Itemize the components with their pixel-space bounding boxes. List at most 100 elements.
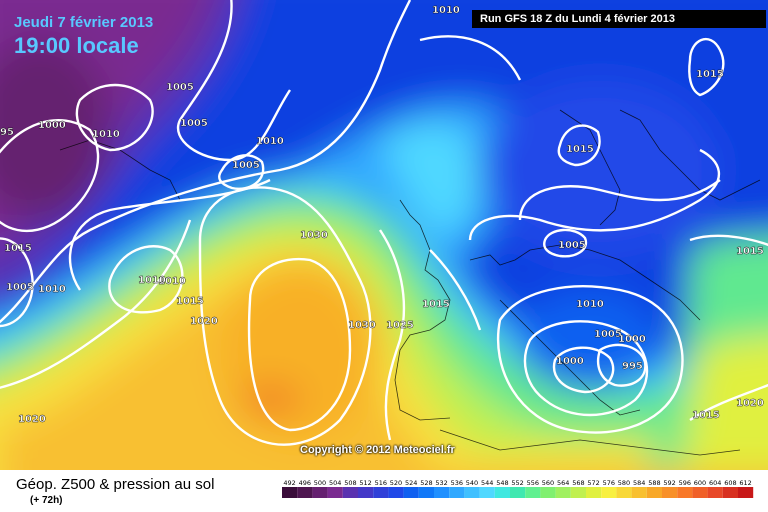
legend-value-label: 528: [420, 479, 432, 487]
map-title: Géop. Z500 & pression au sol: [16, 476, 215, 493]
legend-value-label: 608: [724, 479, 736, 487]
forecast-date: Jeudi 7 février 2013: [14, 14, 154, 31]
legend-swatch: [479, 487, 495, 498]
legend-swatch: [586, 487, 602, 498]
legend-value-label: 592: [663, 479, 675, 487]
coastlines: [59, 109, 761, 456]
legend-swatch: [510, 487, 526, 498]
isobar-label: 1030: [300, 230, 328, 241]
legend-value-label: 508: [344, 479, 356, 487]
isobar-label: 1015: [4, 243, 32, 254]
legend-swatch: [282, 487, 298, 498]
legend-swatch: [646, 487, 662, 498]
isobar-label: 1020: [190, 316, 218, 327]
legend-value-label: 564: [557, 479, 569, 487]
legend-value-label: 532: [435, 479, 447, 487]
legend-value-label: 560: [542, 479, 554, 487]
isobar-lines: [0, 0, 768, 445]
legend-value-label: 540: [466, 479, 478, 487]
legend-swatch: [570, 487, 586, 498]
legend-swatch: [464, 487, 480, 498]
isobar-label: 1010: [432, 5, 460, 16]
legend-value-label: 492: [283, 479, 295, 487]
legend-value-label: 548: [496, 479, 508, 487]
isobar-label: 1000: [618, 334, 646, 345]
legend-swatch: [601, 487, 617, 498]
legend-swatch: [327, 487, 343, 498]
legend-value-label: 500: [314, 479, 326, 487]
legend-value-label: 612: [739, 479, 751, 487]
legend-swatch: [722, 487, 738, 498]
legend-value-label: 604: [709, 479, 721, 487]
isobar-label: 95: [0, 127, 14, 138]
legend-swatch: [662, 487, 678, 498]
isobar-label: 1015: [736, 246, 764, 257]
legend-swatch: [525, 487, 541, 498]
isobar-label: 1000: [38, 120, 66, 131]
isobar-label: 1005: [180, 118, 208, 129]
copyright-text: Copyright © 2012 Meteociel.fr: [300, 444, 455, 456]
legend-value-label: 504: [329, 479, 341, 487]
isobar-label: 1015: [692, 410, 720, 421]
isobar-labels: 1010 1005 1000 1005 1010 1015 1010 1005 …: [0, 5, 764, 425]
legend-swatch: [707, 487, 723, 498]
isobar-label: 1015: [566, 144, 594, 155]
isobar-label: 1030: [348, 320, 376, 331]
isobar-label: 1005: [558, 240, 586, 251]
legend-value-label: 600: [694, 479, 706, 487]
isobar-label: 1025: [386, 320, 414, 331]
isobar-label: 1010: [576, 299, 604, 310]
isobar-label: 1010: [158, 276, 186, 287]
legend-value-label: 496: [299, 479, 311, 487]
legend-swatch: [388, 487, 404, 498]
isobar-label: 1015: [696, 69, 724, 80]
legend-value-label: 584: [633, 479, 645, 487]
isobar-label: 1020: [736, 398, 764, 409]
legend-value-label: 536: [451, 479, 463, 487]
legend-value-label: 524: [405, 479, 417, 487]
legend-value-label: 576: [603, 479, 615, 487]
weather-map: 1010 1005 1000 1005 1010 1015 1010 1005 …: [0, 0, 768, 470]
legend-value-label: 544: [481, 479, 493, 487]
isobar-label: 1010: [38, 284, 66, 295]
legend-value-label: 572: [587, 479, 599, 487]
legend-value-label: 512: [359, 479, 371, 487]
legend-swatch: [616, 487, 632, 498]
legend-swatch: [297, 487, 313, 498]
legend-swatch: [494, 487, 510, 498]
isobar-label: 1015: [176, 296, 204, 307]
isobar-label: 1005: [232, 160, 260, 171]
isobar-label: 1000: [556, 356, 584, 367]
legend-swatch: [373, 487, 389, 498]
legend-swatch: [312, 487, 328, 498]
legend-swatch: [358, 487, 374, 498]
forecast-offset: (+ 72h): [30, 495, 63, 506]
legend-value-label: 552: [511, 479, 523, 487]
legend-swatch: [738, 487, 754, 498]
run-info-banner: Run GFS 18 Z du Lundi 4 février 2013: [472, 10, 766, 28]
legend-value-label: 588: [648, 479, 660, 487]
legend-swatch: [449, 487, 465, 498]
isobar-label: 1010: [256, 136, 284, 147]
isobar-label: 1005: [6, 282, 34, 293]
z500-color-field: [0, 0, 768, 470]
legend-value-label: 556: [527, 479, 539, 487]
legend-swatch: [403, 487, 419, 498]
legend-swatch: [631, 487, 647, 498]
forecast-time: 19:00 locale: [14, 33, 139, 58]
isobar-label: 995: [622, 361, 643, 372]
color-scale-legend: 492 496 500 504 508 512 516 520 524 528 532 536 540 5…: [282, 479, 754, 498]
isobar-label: 1015: [422, 299, 450, 310]
isobar-label: 1020: [18, 414, 46, 425]
legend-swatch: [540, 487, 556, 498]
legend-value-label: 568: [572, 479, 584, 487]
isobar-label: 1005: [594, 329, 622, 340]
legend-value-label: 520: [390, 479, 402, 487]
legend-swatch: [342, 487, 358, 498]
legend-swatch: [555, 487, 571, 498]
legend-value-label: 596: [679, 479, 691, 487]
legend-swatch: [677, 487, 693, 498]
legend-value-label: 516: [375, 479, 387, 487]
isobar-label: 1010: [92, 129, 120, 140]
isobar-label: 1010: [138, 275, 166, 286]
